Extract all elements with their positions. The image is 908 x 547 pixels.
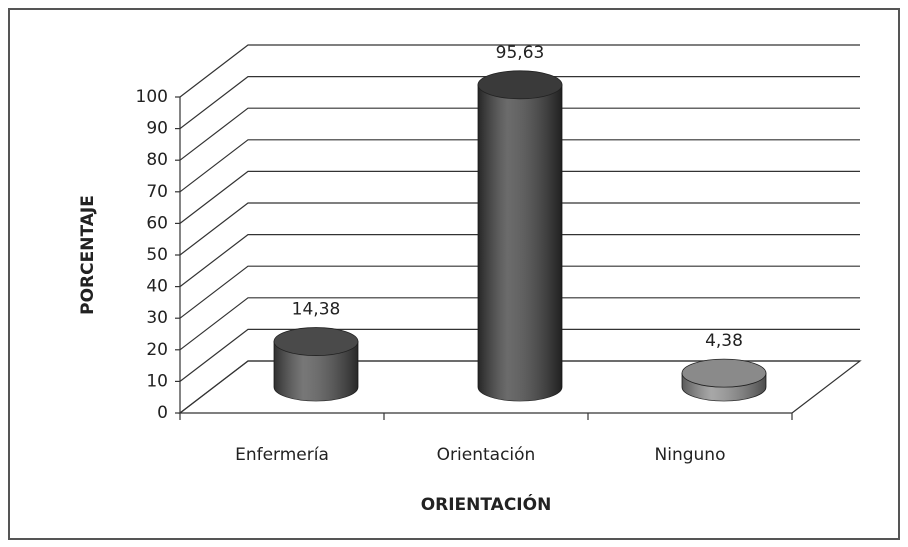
grid-line <box>179 44 860 98</box>
grid-line <box>179 170 860 224</box>
value-label: 4,38 <box>705 331 743 351</box>
bar <box>681 358 767 402</box>
bar-top <box>477 70 563 100</box>
y-tick-label: 50 <box>146 245 168 265</box>
grid-line <box>179 139 860 193</box>
bar-shade <box>274 341 358 401</box>
grid-line <box>179 107 860 161</box>
bar <box>273 327 359 402</box>
grid-line <box>179 234 860 288</box>
bar-top <box>273 327 359 356</box>
x-tick-label: Ninguno <box>655 445 726 465</box>
y-tick-label: 20 <box>146 340 168 360</box>
y-axis-label: PORCENTAJE <box>78 195 98 315</box>
y-tick-label: 90 <box>146 119 168 139</box>
y-tick-label: 30 <box>146 308 168 328</box>
grid-line <box>179 328 860 382</box>
grid-line <box>179 202 860 256</box>
grid-line <box>179 360 860 414</box>
value-label: 95,63 <box>496 43 545 63</box>
y-tick-label: 80 <box>146 150 168 170</box>
y-tick-label: 60 <box>146 213 168 233</box>
bar <box>477 70 563 402</box>
y-tick-label: 0 <box>157 403 168 423</box>
value-label: 14,38 <box>292 300 341 320</box>
frame <box>8 8 900 540</box>
y-tick-label: 100 <box>136 87 168 107</box>
y-tick-label: 70 <box>146 182 168 202</box>
x-axis-label: ORIENTACIÓN <box>421 493 552 515</box>
x-tick-label: Orientación <box>437 445 536 465</box>
grid-line <box>179 76 860 130</box>
y-tick-label: 40 <box>146 277 168 297</box>
grid-line <box>179 297 860 351</box>
bar-shade <box>478 84 562 401</box>
x-tick-label: Enfermería <box>235 445 329 465</box>
y-tick-label: 10 <box>146 371 168 391</box>
grid-line <box>179 265 860 319</box>
bar-top <box>681 358 767 388</box>
